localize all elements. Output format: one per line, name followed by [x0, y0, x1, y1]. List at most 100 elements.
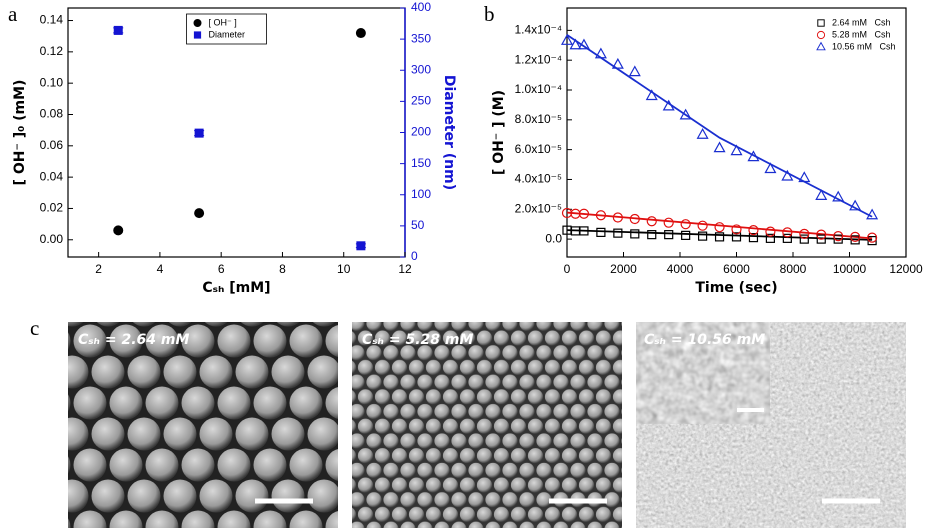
x-tick-label: 0: [564, 262, 571, 276]
image-label: Cₛₕ = 5.28 mM: [362, 332, 473, 348]
sem-inset: [635, 321, 771, 425]
data-point: [799, 234, 809, 244]
data-point: [612, 212, 623, 223]
legend-marker: [193, 19, 202, 28]
x-tick-label: 10000: [833, 262, 867, 276]
x-tick-label: 8000: [780, 262, 807, 276]
data-point: [569, 38, 582, 50]
data-point: [679, 108, 692, 120]
y-tick-label: 0.10: [40, 75, 64, 89]
data-point: [579, 226, 589, 236]
legend-label: 10.56 mM Csh: [832, 41, 896, 51]
x-tick-label: 12: [398, 262, 412, 276]
x-tick-label: 12000: [889, 262, 923, 276]
data-point: [194, 128, 204, 138]
legend-marker: [193, 31, 202, 39]
data-point: [646, 216, 657, 227]
panel-label: c: [30, 316, 39, 340]
sem-image: [68, 322, 338, 528]
y-tick-label: 1.2x10⁻⁴: [514, 52, 562, 66]
data-point: [747, 150, 760, 162]
data-point: [782, 227, 793, 238]
data-point: [613, 228, 623, 238]
data-point: [782, 233, 792, 243]
data-point: [595, 210, 607, 221]
data-point: [629, 213, 640, 225]
x-tick-label: 6: [218, 262, 225, 276]
legend-marker: [816, 30, 826, 40]
x-tick-label: 4: [157, 262, 164, 276]
y-tick-label: 0.02: [40, 201, 64, 215]
data-point: [356, 241, 366, 251]
y-axis-label: [ OH⁻ ] (M): [491, 90, 507, 175]
data-point: [748, 225, 759, 236]
plot-frame: [67, 7, 406, 258]
data-point: [680, 219, 691, 230]
data-point: [866, 232, 878, 243]
y2-tick-label: 50: [411, 218, 425, 232]
x-tick-label: 8: [279, 262, 286, 276]
data-point: [578, 208, 590, 219]
y-axis-label: [ OH⁻ ]₀ (mM): [12, 80, 28, 186]
data-point: [765, 233, 776, 243]
legend-label: [ OH⁻ ]: [209, 17, 237, 27]
y-tick-label: 2.0x10⁻⁵: [515, 201, 562, 215]
legend-label: 5.28 mM Csh: [832, 29, 891, 39]
y2-tick-label: 250: [411, 94, 431, 108]
image-label: Cₛₕ = 10.56 mM: [644, 332, 765, 348]
x-tick-label: 6000: [723, 262, 750, 276]
data-point: [681, 230, 691, 240]
data-point: [816, 234, 826, 244]
data-point: [577, 38, 590, 50]
data-point: [611, 57, 624, 69]
panel-label: a: [8, 2, 18, 26]
data-point: [765, 226, 776, 237]
data-point: [113, 225, 124, 236]
data-point: [647, 230, 657, 240]
data-point: [815, 189, 828, 200]
data-point: [798, 171, 811, 183]
data-point: [849, 199, 862, 211]
y-tick-label: 0.06: [40, 138, 64, 152]
x-axis-label: Time (sec): [695, 280, 777, 296]
data-point: [594, 47, 607, 59]
data-point: [781, 169, 794, 181]
y-tick-label: 8.0x10⁻⁵: [515, 112, 562, 126]
y-tick-label: 0.0: [545, 231, 562, 245]
y-tick-label: 0.12: [40, 44, 64, 58]
data-point: [630, 229, 640, 239]
data-point: [713, 141, 726, 153]
legend-box: [186, 13, 267, 45]
fit-line: [566, 34, 873, 218]
y-tick-label: 6.0x10⁻⁵: [515, 142, 562, 156]
data-point: [714, 222, 725, 233]
y2-tick-label: 0: [411, 249, 418, 263]
y2-tick-label: 400: [411, 0, 431, 14]
fit-line: [566, 229, 873, 241]
y2-tick-label: 150: [411, 156, 431, 170]
data-point: [850, 231, 861, 242]
legend-marker: [816, 41, 826, 51]
data-point: [697, 220, 708, 231]
data-point: [645, 89, 658, 101]
data-point: [764, 162, 777, 174]
data-point: [697, 231, 708, 241]
data-point: [113, 25, 123, 35]
data-point: [799, 228, 810, 239]
data-point: [816, 229, 827, 240]
y2-tick-label: 200: [411, 125, 431, 139]
legend-label: 2.64 mM Csh: [832, 17, 891, 27]
y-tick-label: 0.00: [40, 232, 64, 246]
x-tick-label: 4000: [667, 262, 694, 276]
x-tick-label: 2: [95, 262, 102, 276]
x-axis-label: Cₛₕ [mM]: [202, 280, 270, 296]
legend-marker: [817, 19, 825, 27]
x-tick-label: 2000: [610, 262, 637, 276]
data-point: [731, 232, 742, 242]
data-point: [663, 217, 674, 228]
y-tick-label: 0.14: [40, 13, 64, 27]
data-point: [714, 232, 725, 242]
sem-image: [352, 322, 622, 528]
data-point: [560, 34, 574, 45]
